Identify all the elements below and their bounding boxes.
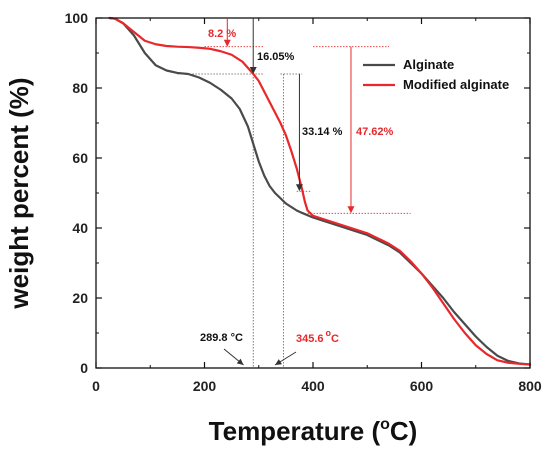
pointer-345-6-head bbox=[275, 359, 282, 365]
annotation-345-6-unit: C bbox=[331, 333, 339, 345]
y-tick-label-20: 20 bbox=[72, 290, 88, 306]
series-line-alginate bbox=[108, 16, 532, 366]
arrow-47-62-head bbox=[347, 206, 355, 214]
annotation-289-8-degc: 289.8 °C bbox=[200, 332, 243, 344]
arrow-16-05-head bbox=[249, 67, 257, 74]
pointer-289-8-head bbox=[236, 358, 244, 365]
annotation-345-6-superscript: o bbox=[326, 328, 332, 338]
annotation-33-14-percent: 33.14 % bbox=[302, 126, 343, 138]
y-tick-label-60: 60 bbox=[72, 150, 88, 166]
series-line-modified-alginate bbox=[108, 16, 532, 366]
legend: Alginate Modified alginate bbox=[363, 57, 509, 92]
y-axis-title: weight percent (%) bbox=[4, 77, 34, 309]
arrow-8-2-head bbox=[223, 39, 231, 47]
annotation-guides bbox=[109, 17, 411, 368]
x-axis-title-end: C) bbox=[390, 416, 417, 446]
annotation-8-2-percent: 8.2 % bbox=[208, 28, 236, 40]
y-tick-label-80: 80 bbox=[72, 80, 88, 96]
x-tick-label-400: 400 bbox=[301, 378, 325, 394]
y-tick-label-40: 40 bbox=[72, 220, 88, 236]
legend-label-alginate: Alginate bbox=[403, 57, 454, 72]
x-axis-title-main: Temperature ( bbox=[209, 416, 381, 446]
axis-ticks: 0 200 400 600 800 0 20 40 60 80 100 bbox=[65, 10, 542, 394]
x-axis-title: Temperature (oC) bbox=[209, 416, 418, 446]
y-tick-label-0: 0 bbox=[80, 360, 88, 376]
x-tick-label-200: 200 bbox=[193, 378, 217, 394]
legend-label-modified-alginate: Modified alginate bbox=[403, 77, 509, 92]
annotation-16-05-percent: 16.05% bbox=[257, 51, 295, 63]
annotation-arrows bbox=[223, 18, 355, 366]
plot-frame bbox=[95, 17, 531, 369]
annotation-345-6-value: 345.6 bbox=[296, 333, 324, 345]
annotation-345-6-degc: 345.6 oC bbox=[296, 328, 339, 345]
arrow-33-14-head bbox=[295, 184, 303, 192]
x-tick-label-0: 0 bbox=[92, 378, 100, 394]
x-axis-title-superscript: o bbox=[380, 416, 390, 433]
series-curves bbox=[108, 16, 532, 366]
x-tick-label-800: 800 bbox=[518, 378, 542, 394]
x-tick-label-600: 600 bbox=[410, 378, 434, 394]
y-tick-label-100: 100 bbox=[65, 10, 89, 26]
annotation-47-62-percent: 47.62% bbox=[356, 126, 394, 138]
